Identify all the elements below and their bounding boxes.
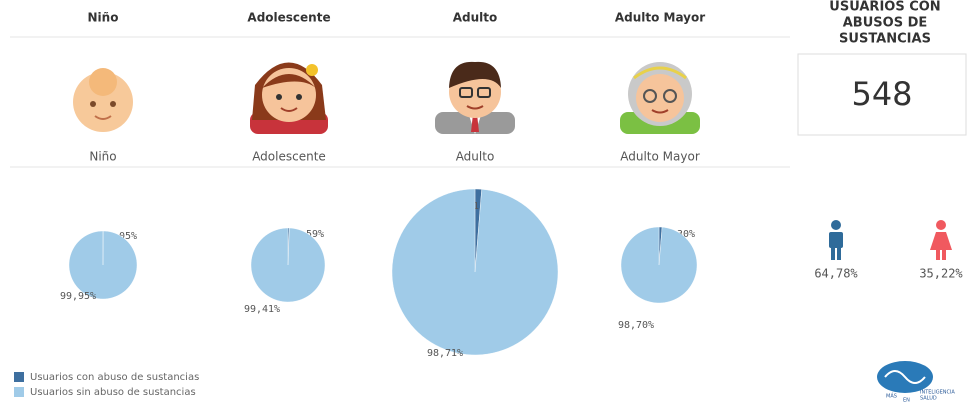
pie-title: Adolescente — [252, 150, 326, 164]
legend-label: Usuarios sin abuso de sustancias — [30, 387, 196, 398]
legend-swatch — [14, 387, 24, 397]
pie-title: Adulto — [456, 150, 495, 164]
pie-slice — [391, 188, 559, 356]
logo: MÁS INTELIGENCIA EN SALUD — [877, 361, 955, 404]
header-label: Adolescente — [247, 11, 330, 25]
kpi-title: ABUSOS DE — [843, 16, 928, 31]
pie-title: Niño — [89, 150, 116, 164]
slice-label: 99,41% — [244, 304, 280, 315]
slice-label: 98,70% — [618, 320, 654, 331]
female-percent: 35,22% — [919, 267, 963, 281]
kpi-title: SUSTANCIAS — [839, 32, 931, 47]
icon-adulto — [435, 61, 515, 134]
kpi-box — [797, 53, 967, 136]
legend-label: Usuarios con abuso de sustancias — [30, 372, 199, 383]
logo-text: INTELIGENCIA — [920, 390, 955, 396]
male-percent: 64,78% — [814, 267, 858, 281]
header-label: Niño — [88, 11, 119, 25]
pie-slice — [68, 230, 138, 300]
female-icon — [930, 220, 952, 260]
pie-slice — [620, 226, 698, 304]
icon-adolescente — [250, 62, 328, 134]
logo-text: SALUD — [920, 396, 937, 402]
pie-slice — [250, 227, 326, 303]
slice-label: 0,05% — [107, 231, 137, 242]
icon-adulto-mayor — [620, 62, 700, 134]
slice-label: 99,95% — [60, 291, 96, 302]
pie-title: Adulto Mayor — [620, 150, 700, 164]
kpi-value: 548 — [851, 75, 912, 113]
male-icon — [829, 220, 843, 260]
logo-text: EN — [903, 398, 910, 404]
slice-label: 98,71% — [427, 348, 463, 359]
kpi-title: USUARIOS CON — [829, 0, 940, 15]
logo-text: MÁS — [886, 393, 897, 400]
icon-nino — [73, 68, 133, 132]
legend-swatch — [14, 372, 24, 382]
header-label: Adulto Mayor — [615, 11, 705, 25]
header-label: Adulto — [453, 11, 498, 25]
